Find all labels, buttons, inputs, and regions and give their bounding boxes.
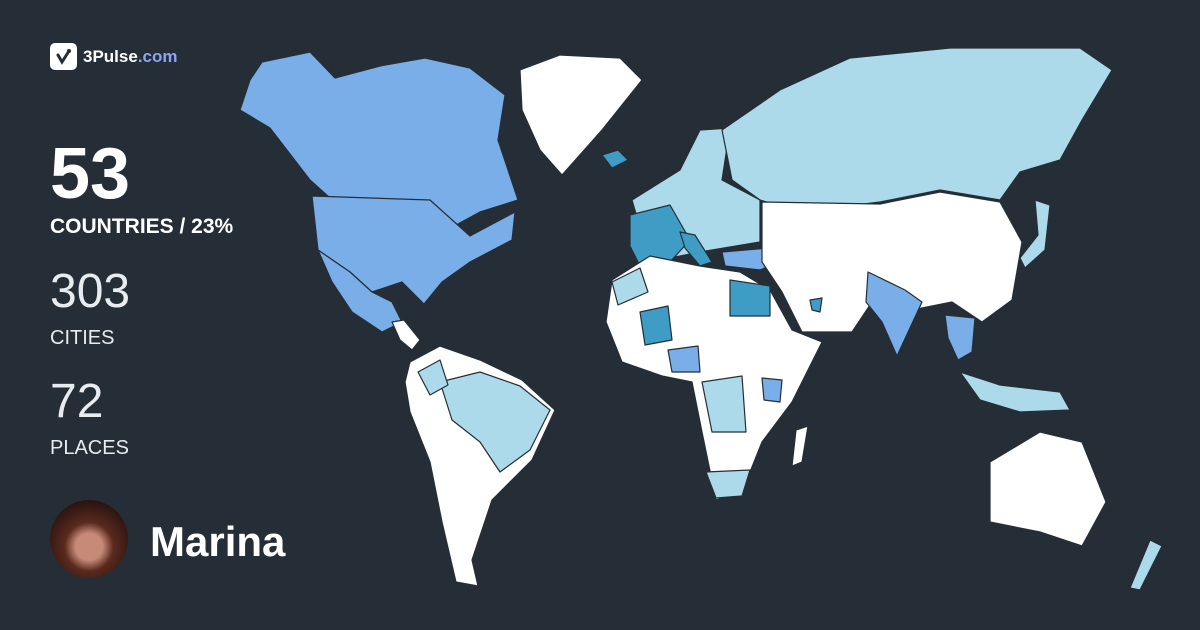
country-india[interactable] xyxy=(865,271,923,357)
country-indonesia[interactable] xyxy=(959,371,1071,413)
country-morocco[interactable] xyxy=(611,267,649,306)
country-canada-alaska[interactable] xyxy=(239,51,519,239)
country-nigeria[interactable] xyxy=(667,345,701,373)
country-kenya[interactable] xyxy=(761,377,783,403)
country-egypt[interactable] xyxy=(729,279,771,317)
avatar xyxy=(50,500,128,578)
country-asia-region[interactable] xyxy=(761,191,1023,333)
country-brazil[interactable] xyxy=(439,371,551,473)
brand-domain: .com xyxy=(137,46,178,66)
places-count: 72 xyxy=(50,375,104,428)
user-name: Marina xyxy=(150,518,286,565)
country-madagascar[interactable] xyxy=(791,425,809,467)
country-south-africa[interactable] xyxy=(705,469,751,499)
places-label: PLACES xyxy=(50,437,129,459)
country-new-zealand[interactable] xyxy=(1129,539,1163,591)
cities-label: CITIES xyxy=(50,327,115,349)
country-colombia[interactable] xyxy=(417,359,449,396)
country-japan[interactable] xyxy=(1019,199,1051,269)
country-central-america[interactable] xyxy=(391,319,421,351)
check-pulse-icon xyxy=(50,43,77,70)
cities-count: 303 xyxy=(50,265,131,318)
country-uae[interactable] xyxy=(809,297,823,313)
brand-name: 3Pulse xyxy=(83,46,138,66)
countries-count: 53 xyxy=(50,134,131,214)
country-greenland[interactable] xyxy=(519,54,643,176)
country-drc[interactable] xyxy=(701,375,747,433)
country-italy[interactable] xyxy=(679,231,713,267)
country-iceland[interactable] xyxy=(601,149,629,169)
country-mali[interactable] xyxy=(639,305,673,346)
country-russia[interactable] xyxy=(721,47,1113,213)
brand-logo[interactable]: 3Pulse.com xyxy=(50,43,178,70)
country-southeast-asia[interactable] xyxy=(944,314,976,361)
countries-label: COUNTRIES / 23% xyxy=(50,215,234,238)
country-australia[interactable] xyxy=(989,431,1107,547)
